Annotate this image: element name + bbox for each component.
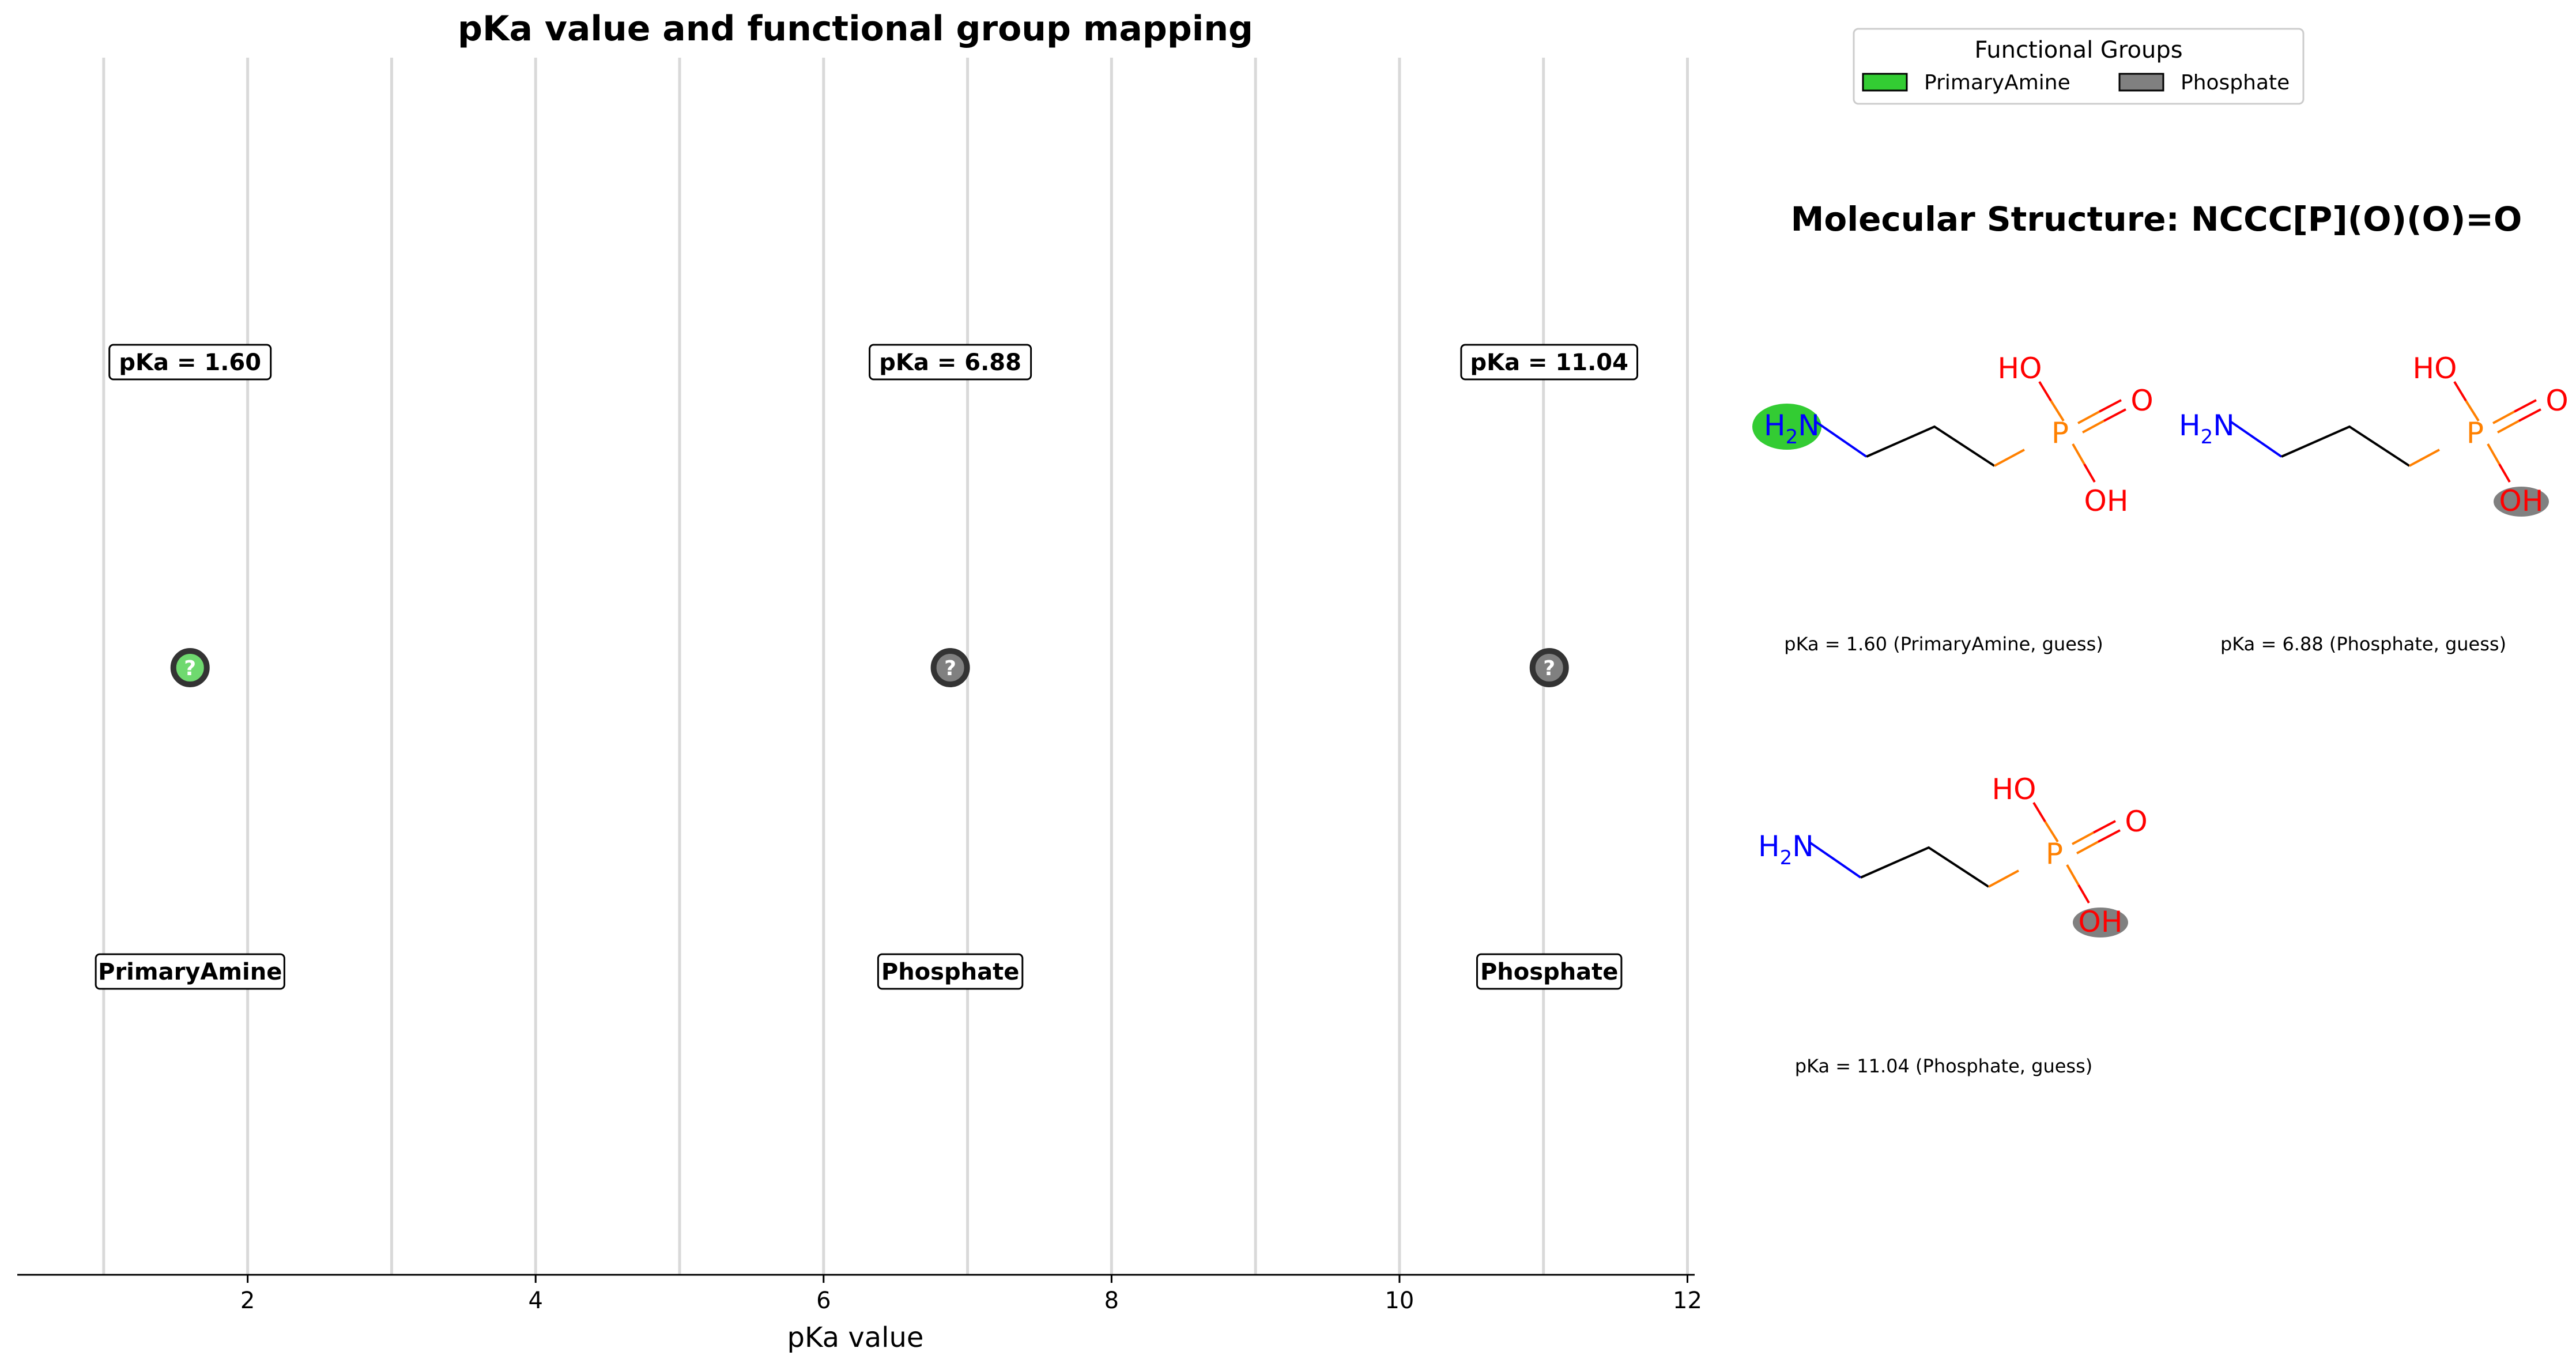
legend-swatch-primaryamine bbox=[1862, 73, 1908, 92]
bond bbox=[1988, 869, 2019, 888]
structure-title: Molecular Structure: NCCC[P](O)(O)=O bbox=[1791, 199, 2522, 239]
highlight-hydroxyl bbox=[2073, 908, 2128, 937]
atom-hydroxyl-bottom: OH bbox=[2084, 484, 2129, 518]
highlight-amine bbox=[1752, 404, 1821, 450]
group-label-box bbox=[1476, 953, 1623, 990]
data-point-marker bbox=[170, 648, 210, 687]
molecule-3-caption: pKa = 11.04 (Phosphate, guess) bbox=[1795, 1055, 2092, 1077]
bond bbox=[2498, 463, 2511, 483]
atom-amine: H2N bbox=[2179, 409, 2235, 449]
group-label-box bbox=[877, 953, 1024, 990]
bond bbox=[1813, 420, 1868, 458]
double-bond bbox=[2497, 420, 2520, 434]
bond bbox=[2083, 463, 2096, 483]
pka-label-box bbox=[869, 344, 1032, 381]
bond bbox=[2032, 801, 2046, 823]
atom-hydroxyl-bottom: OH bbox=[2079, 905, 2123, 939]
carbon-chain bbox=[2281, 425, 2411, 467]
pka-label: pKa = 6.88 bbox=[879, 349, 1021, 376]
pka-label-box bbox=[1460, 344, 1639, 381]
legend: Functional Groups PrimaryAmine Phosphate bbox=[1853, 28, 2305, 105]
data-points: pKa = 1.60? PrimaryAmine pKa = 6.88? Phosph… bbox=[95, 344, 1639, 990]
double-bond bbox=[2082, 420, 2104, 434]
chart-title: pKa value and functional group mapping bbox=[458, 9, 1253, 49]
atom-amine: H2N bbox=[1764, 409, 1820, 449]
double-bond bbox=[2076, 841, 2099, 854]
atom-amine: H2N bbox=[1758, 830, 1814, 869]
double-bond bbox=[2093, 820, 2116, 834]
bond bbox=[2465, 400, 2480, 422]
bond bbox=[2038, 381, 2052, 402]
pka-label: pKa = 11.04 bbox=[1470, 349, 1628, 376]
x-tick-label: 2 bbox=[240, 1287, 255, 1314]
atom-hydroxyl-top: HO bbox=[2413, 352, 2457, 385]
group-label: PrimaryAmine bbox=[98, 959, 282, 985]
atom-hydroxyl-top: HO bbox=[1992, 773, 2036, 806]
molecule-1: H2N P HO O OH bbox=[1752, 352, 2153, 518]
x-tick-label: 12 bbox=[1673, 1287, 1702, 1314]
x-tick-label: 6 bbox=[816, 1287, 831, 1314]
double-bond bbox=[2103, 408, 2126, 422]
bond bbox=[2228, 420, 2283, 458]
double-bond bbox=[2518, 408, 2541, 422]
group-label: Phosphate bbox=[1480, 959, 1618, 985]
atom-carbonyl-o: O bbox=[2545, 384, 2568, 417]
bond bbox=[2072, 443, 2085, 465]
bond bbox=[2409, 449, 2440, 467]
double-bond bbox=[2492, 411, 2515, 424]
legend-frame bbox=[1853, 28, 2305, 105]
double-bond bbox=[2098, 829, 2121, 843]
atom-phosphorus: P bbox=[2466, 416, 2484, 450]
x-axis-ticks: 2 4 6 8 10 12 bbox=[240, 1275, 1702, 1314]
x-tick-label: 8 bbox=[1104, 1287, 1119, 1314]
x-tick-label: 4 bbox=[529, 1287, 543, 1314]
legend-swatch-phosphate bbox=[2118, 73, 2164, 92]
marker-glyph: ? bbox=[184, 657, 196, 680]
legend-label-phosphate: Phosphate bbox=[2181, 71, 2290, 95]
double-bond bbox=[2514, 399, 2537, 413]
double-bond bbox=[2077, 411, 2100, 424]
molecule-1-caption: pKa = 1.60 (PrimaryAmine, guess) bbox=[1784, 633, 2103, 655]
bond bbox=[1994, 449, 2025, 467]
molecule-3: H2N P HO O OH bbox=[1758, 773, 2148, 939]
group-label-box bbox=[95, 953, 285, 990]
legend-label-primaryamine: PrimaryAmine bbox=[1924, 71, 2070, 95]
data-point-marker bbox=[1529, 648, 1569, 687]
bond bbox=[2453, 381, 2467, 402]
molecule-2: H2N P HO O OH bbox=[2179, 352, 2569, 518]
highlight-hydroxyl bbox=[2494, 487, 2549, 517]
atom-phosphorus: P bbox=[2046, 837, 2063, 871]
gridlines bbox=[102, 58, 1689, 1275]
bond bbox=[2487, 443, 2500, 465]
pka-chart: pKa value and functional group mapping p… bbox=[17, 9, 1702, 1354]
bond bbox=[2077, 884, 2090, 904]
x-tick-label: 10 bbox=[1385, 1287, 1414, 1314]
carbon-chain bbox=[1860, 846, 1990, 888]
atom-carbonyl-o: O bbox=[2130, 384, 2153, 417]
structure-panel: Molecular Structure: NCCC[P](O)(O)=O H2N… bbox=[1752, 199, 2569, 1077]
pka-label: pKa = 1.60 bbox=[119, 349, 261, 376]
bond bbox=[2050, 400, 2065, 422]
marker-glyph: ? bbox=[1543, 657, 1555, 680]
data-point-marker bbox=[930, 648, 970, 687]
pka-label-box bbox=[108, 344, 272, 381]
legend-title: Functional Groups bbox=[1974, 37, 2182, 63]
bond bbox=[2066, 864, 2080, 886]
atom-carbonyl-o: O bbox=[2125, 805, 2147, 838]
marker-glyph: ? bbox=[944, 657, 956, 680]
double-bond bbox=[2072, 831, 2094, 845]
atom-hydroxyl-top: HO bbox=[1998, 352, 2042, 385]
group-label: Phosphate bbox=[881, 959, 1019, 985]
double-bond bbox=[2099, 399, 2122, 413]
atom-hydroxyl-bottom: OH bbox=[2499, 484, 2544, 518]
bond bbox=[1808, 841, 1862, 879]
atom-phosphorus: P bbox=[2051, 416, 2069, 450]
bond bbox=[2044, 820, 2059, 843]
x-axis-label: pKa value bbox=[787, 1321, 924, 1354]
carbon-chain bbox=[1866, 425, 1996, 467]
molecule-2-caption: pKa = 6.88 (Phosphate, guess) bbox=[2220, 633, 2506, 655]
